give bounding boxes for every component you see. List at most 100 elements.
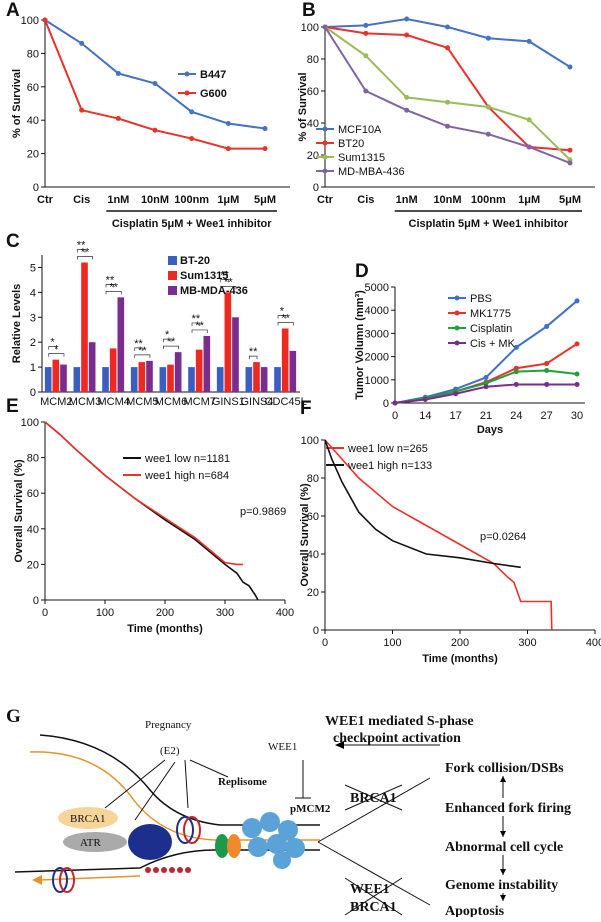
- point: [363, 22, 369, 28]
- x-tick-label: 14: [419, 410, 431, 422]
- x-tick-label: 10nM: [141, 194, 169, 206]
- sig-bracket: [48, 353, 65, 357]
- bar: [188, 367, 195, 392]
- point: [404, 32, 410, 38]
- x-tick-label: 27: [541, 410, 553, 422]
- x-tick-label: MCM2: [40, 396, 72, 408]
- y-tick-label: 80: [307, 54, 319, 66]
- step-label: Genome instability: [445, 878, 558, 893]
- sig-label: *: [165, 329, 170, 341]
- sig-label: **: [224, 276, 233, 288]
- bar: [260, 367, 268, 392]
- protein: [227, 834, 241, 858]
- point: [574, 298, 580, 304]
- x-tick-label: 5μM: [559, 194, 581, 206]
- point: [513, 381, 519, 387]
- bar: [159, 367, 167, 392]
- label: (E2): [160, 745, 180, 757]
- y-tick-label: 4: [30, 287, 36, 299]
- bar: [52, 359, 60, 392]
- sig-label: **: [77, 239, 86, 251]
- point: [363, 30, 369, 36]
- bar: [224, 292, 232, 392]
- x-tick-label: 1nM: [396, 194, 418, 206]
- x-tick-label: MCM7: [183, 396, 215, 408]
- y-tick-label: 20: [27, 149, 39, 161]
- x-tick-label: 200: [156, 607, 174, 619]
- label: Pregnancy: [145, 719, 192, 731]
- bar: [117, 297, 125, 392]
- x-tick-label: 10nM: [433, 194, 461, 206]
- label: BRCA1: [70, 813, 105, 825]
- legend-marker: [454, 310, 460, 316]
- arrow: [32, 875, 42, 885]
- bar: [245, 367, 253, 392]
- annotation: p=0.9869: [240, 506, 286, 518]
- x-tick-label: 400: [276, 607, 294, 619]
- panel-label: E: [6, 396, 19, 417]
- replisome-core: [128, 824, 172, 860]
- label: WEE1: [350, 882, 390, 897]
- y-tick-label: 80: [27, 48, 39, 60]
- sig-label: **: [220, 269, 229, 281]
- arrow: [500, 831, 506, 837]
- x-tick-label: 0: [322, 637, 328, 649]
- point: [485, 104, 491, 110]
- arrow: [317, 777, 431, 906]
- point: [363, 88, 369, 94]
- x-tick-label: MCM6: [155, 396, 187, 408]
- ring: [183, 816, 201, 844]
- sig-label: **: [138, 345, 147, 357]
- x-tick-label: 5μM: [254, 194, 276, 206]
- y-tick-label: 40: [27, 524, 39, 536]
- beads: [145, 867, 191, 873]
- point: [79, 107, 85, 113]
- x-tick-label: Ctr: [37, 194, 54, 206]
- point: [445, 45, 450, 51]
- sig-bracket: [277, 322, 294, 326]
- y-tick-label: 60: [27, 82, 39, 94]
- y-tick-label: 0: [30, 387, 36, 399]
- sig-label: *: [50, 337, 55, 349]
- line: [44, 19, 266, 130]
- legend-label: PBS: [470, 293, 492, 305]
- sig-bracket: [105, 283, 115, 288]
- panel-label: B: [302, 0, 316, 21]
- point: [152, 80, 158, 86]
- arrow: [500, 895, 506, 901]
- bar: [281, 328, 289, 392]
- label: WEE1 mediated S-phase: [325, 714, 474, 729]
- point: [262, 126, 268, 132]
- diagram-g: G Pregnancy (E2) BRCA1 ATR Replisome WEE…: [6, 706, 571, 919]
- step-label: Fork collision/DSBs: [445, 761, 564, 776]
- y-tick-label: 60: [307, 86, 319, 98]
- bar: [216, 367, 224, 392]
- y-tick-label: 0: [383, 398, 389, 410]
- atr-oval: [63, 832, 127, 852]
- ring: [176, 816, 194, 844]
- y-tick-label: 80: [27, 453, 39, 465]
- bar: [130, 367, 138, 392]
- point: [485, 131, 491, 137]
- legend-label: wee1 high n=133: [347, 460, 432, 472]
- point: [483, 384, 489, 390]
- point: [513, 369, 519, 375]
- legend-marker: [322, 140, 328, 146]
- point: [225, 146, 231, 152]
- x-tick-label: 300: [216, 607, 234, 619]
- legend-label: BT20: [338, 138, 364, 150]
- panel-label: F: [300, 398, 312, 419]
- point: [453, 391, 459, 397]
- y-tick-label: 20: [27, 559, 39, 571]
- bar: [253, 362, 260, 392]
- x-tick-label: MCM3: [69, 396, 101, 408]
- point: [42, 17, 48, 23]
- x-tick-label: CDC45L: [265, 396, 307, 408]
- x-axis-label: Time (months): [127, 623, 203, 635]
- point: [115, 70, 121, 76]
- annotation: Cisplatin 5μM + Wee1 inhibitor: [409, 218, 569, 230]
- point: [422, 397, 428, 403]
- point: [445, 24, 450, 30]
- y-tick-label: 2: [30, 337, 36, 349]
- x-tick-label: 1μM: [518, 194, 540, 206]
